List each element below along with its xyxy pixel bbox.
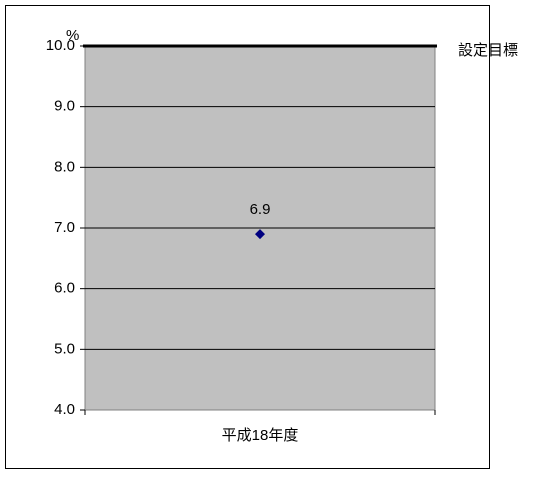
- data-point-marker: [255, 229, 265, 240]
- y-tick-label: 7.0: [54, 219, 75, 236]
- y-tick-label: 6.0: [54, 280, 75, 297]
- y-tick-label: 8.0: [54, 158, 75, 175]
- grid-lines: [85, 106, 435, 350]
- y-tick-label: 10.0: [46, 37, 75, 54]
- y-axis-ticks: 4.0 5.0 6.0 7.0 8.0 9.0 10.0: [46, 37, 436, 418]
- y-tick-label: 5.0: [54, 340, 75, 357]
- y-axis-unit: %: [66, 27, 79, 44]
- y-tick-label: 4.0: [54, 401, 75, 418]
- x-category-label: 平成18年度: [222, 427, 299, 444]
- data-point-label: 6.9: [250, 201, 271, 218]
- x-axis-categories: 平成18年度: [222, 427, 299, 444]
- target-label: 設定目標: [458, 42, 518, 59]
- y-tick-label: 9.0: [54, 98, 75, 115]
- data-points: 6.9: [250, 201, 271, 240]
